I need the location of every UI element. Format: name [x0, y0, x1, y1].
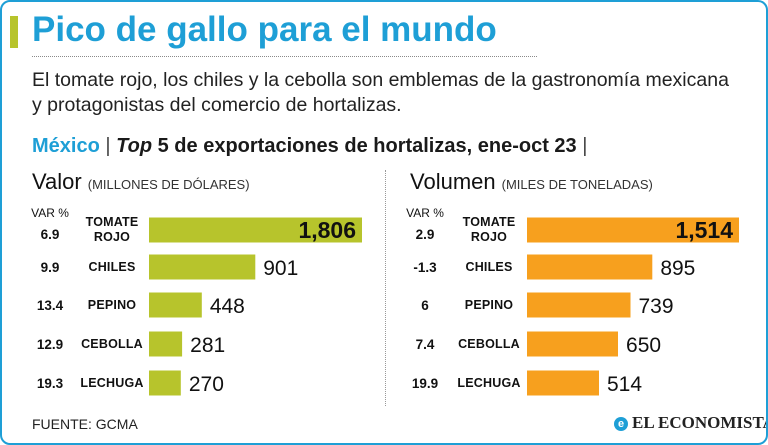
valor-bar: [149, 254, 256, 280]
heading-separator: |: [105, 135, 111, 157]
volumen-var-value: 2.9: [416, 227, 435, 242]
valor-var-value: 12.9: [37, 337, 63, 352]
subtitle: El tomate rojo, los chiles y la cebolla …: [32, 69, 729, 116]
valor-chart: Valor (MILLONES DE DÓLARES) VAR % TOMATEROJ…: [31, 169, 362, 396]
valor-var-value: 13.4: [37, 298, 64, 313]
volumen-category-label: ROJO: [471, 230, 507, 244]
volumen-bar: [527, 331, 618, 357]
volumen-value-label: 895: [660, 257, 695, 280]
volumen-category-label: PEPINO: [465, 298, 514, 312]
valor-category-label: CEBOLLA: [81, 337, 143, 351]
valor-category-label: ROJO: [94, 230, 130, 244]
volumen-var-value: 7.4: [416, 337, 435, 352]
volumen-var-value: -1.3: [413, 260, 437, 275]
volumen-title-text: Volumen: [410, 169, 496, 194]
valor-value-label: 1,806: [298, 217, 356, 243]
heading-text: 5 de exportaciones de hortalizas, ene-oc…: [152, 135, 583, 157]
valor-unit: (MILLONES DE DÓLARES): [88, 177, 250, 192]
valor-category-label: CHILES: [88, 260, 135, 274]
valor-bar: [149, 217, 362, 243]
country-label: México: [32, 135, 100, 157]
source-note: FUENTE: GCMA: [32, 416, 138, 432]
valor-value-label: 281: [190, 334, 225, 357]
volumen-var-header: VAR %: [406, 206, 444, 220]
volumen-value-label: 739: [638, 295, 673, 318]
volumen-var-value: 6: [421, 298, 429, 313]
title-accent-bar: [10, 16, 18, 48]
volumen-unit: (MILES DE TONELADAS): [502, 177, 653, 192]
valor-category-label: LECHUGA: [80, 376, 143, 390]
volumen-category-label: CEBOLLA: [458, 337, 520, 351]
chart-divider: [385, 170, 386, 406]
valor-category-label: PEPINO: [88, 298, 137, 312]
volumen-chart: Volumen (MILES DE TONELADAS) VAR % TOMATERO…: [406, 169, 739, 396]
volumen-title: Volumen (MILES DE TONELADAS): [410, 169, 653, 194]
valor-value-label: 448: [210, 295, 245, 318]
section-heading: México | Top 5 de exportaciones de horta…: [32, 135, 587, 158]
volumen-bar: [527, 217, 739, 243]
top-word: Top: [116, 135, 153, 157]
volumen-bar: [527, 370, 599, 396]
valor-bar: [149, 292, 202, 318]
valor-category-label: TOMATE: [86, 215, 139, 229]
volumen-value-label: 514: [607, 373, 642, 396]
valor-title: Valor (MILLONES DE DÓLARES): [32, 169, 250, 194]
valor-bar: [149, 370, 181, 396]
brand-name: EL ECONOMISTA: [632, 413, 768, 432]
valor-var-value: 6.9: [41, 227, 60, 242]
volumen-value-label: 650: [626, 334, 661, 357]
brand-logo: e EL ECONOMISTA: [614, 413, 768, 433]
valor-var-value: 19.3: [37, 376, 64, 391]
volumen-category-label: TOMATE: [463, 215, 516, 229]
volumen-bar: [527, 292, 631, 318]
volumen-value-label: 1,514: [675, 217, 733, 243]
title-divider: [32, 56, 537, 57]
valor-title-text: Valor: [32, 169, 82, 194]
valor-var-header: VAR %: [31, 206, 69, 220]
valor-value-label: 270: [189, 373, 224, 396]
volumen-var-value: 19.9: [412, 376, 438, 391]
valor-var-value: 9.9: [41, 260, 60, 275]
page-title: Pico de gallo para el mundo: [32, 10, 497, 49]
volumen-bar: [527, 254, 653, 280]
valor-bar: [149, 331, 183, 357]
volumen-category-label: CHILES: [465, 260, 512, 274]
volumen-category-label: LECHUGA: [457, 376, 520, 390]
heading-end-separator: |: [582, 135, 588, 157]
brand-mark-icon: e: [614, 417, 628, 431]
valor-value-label: 901: [263, 257, 298, 280]
